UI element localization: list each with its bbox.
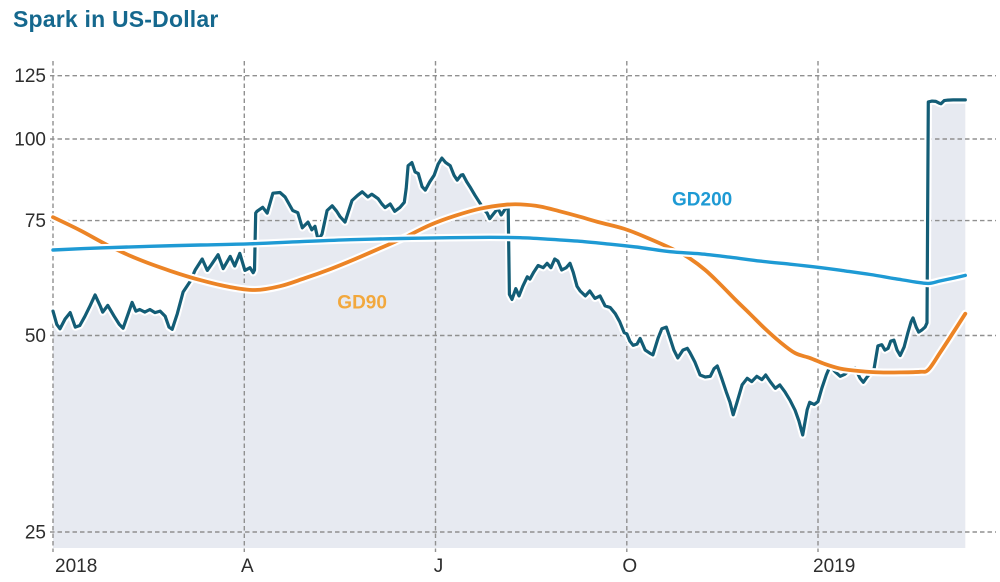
gd90-line xyxy=(51,202,968,375)
gd90-label: GD90 xyxy=(337,292,387,313)
y-tick-25: 25 xyxy=(25,523,46,544)
price-area xyxy=(53,99,966,549)
y-tick-100: 100 xyxy=(14,130,46,151)
gd200-label: GD200 xyxy=(672,190,732,211)
x-tick-J: J xyxy=(434,556,444,577)
x-tick-A: A xyxy=(241,556,254,577)
y-tick-125: 125 xyxy=(14,66,46,87)
y-tick-50: 50 xyxy=(25,326,46,347)
x-tick-O: O xyxy=(622,556,637,577)
gd200-line xyxy=(51,235,967,286)
x-tick-2018: 2018 xyxy=(55,556,97,577)
chart-title: Spark in US-Dollar xyxy=(13,6,219,32)
x-tick-2019: 2019 xyxy=(813,556,855,577)
y-tick-75: 75 xyxy=(25,211,46,232)
